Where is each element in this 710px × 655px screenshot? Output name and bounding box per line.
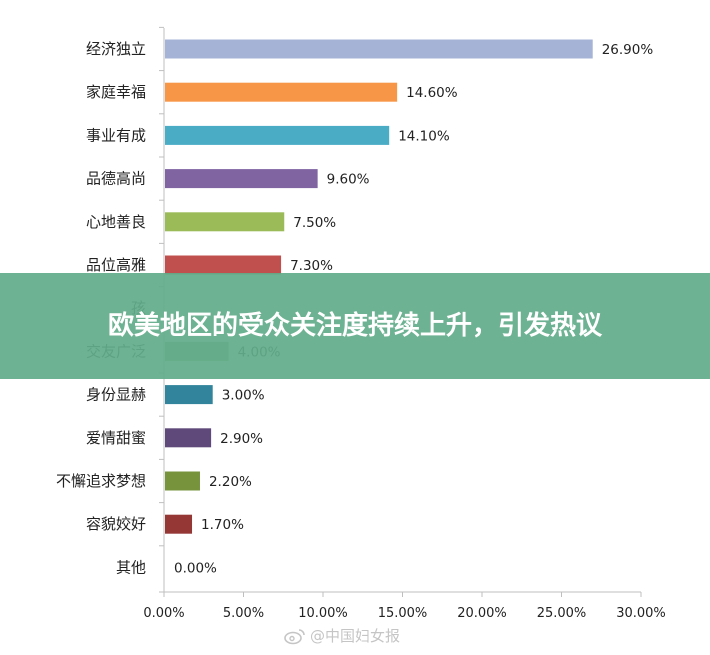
data-label: 1.70% <box>201 517 244 533</box>
x-tick-label: 15.00% <box>378 606 428 621</box>
bar <box>165 385 213 405</box>
category-label: 其他 <box>116 558 146 576</box>
bar <box>165 82 398 102</box>
data-label: 2.90% <box>220 431 263 447</box>
category-label: 品位高雅 <box>86 256 146 274</box>
category-label: 事业有成 <box>86 126 146 144</box>
category-label: 身份显赫 <box>86 386 146 404</box>
data-label: 26.90% <box>602 42 654 58</box>
headline-banner: 欧美地区的受众关注度持续上升，引发热议 <box>0 273 710 379</box>
category-label: 容貌姣好 <box>86 515 146 533</box>
watermark-text: @中国妇女报 <box>310 627 401 645</box>
bar <box>165 212 285 232</box>
data-label: 3.00% <box>222 388 265 404</box>
bar <box>165 39 593 59</box>
bar <box>165 471 200 491</box>
x-tick-label: 10.00% <box>298 606 348 621</box>
bar <box>165 514 193 534</box>
data-label: 2.20% <box>209 474 252 490</box>
x-tick-label: 20.00% <box>457 606 507 621</box>
x-tick-label: 30.00% <box>616 606 666 621</box>
bar <box>165 125 390 145</box>
category-label: 品德高尚 <box>86 170 146 188</box>
watermark: @中国妇女报 <box>284 625 400 646</box>
x-tick-label: 0.00% <box>143 606 184 621</box>
weibo-icon <box>284 628 305 644</box>
bar <box>165 428 212 448</box>
data-label: 0.00% <box>174 560 217 576</box>
category-label: 家庭幸福 <box>86 83 146 101</box>
category-label: 经济独立 <box>86 40 146 58</box>
category-label: 爱情甜蜜 <box>86 429 146 447</box>
data-label: 7.30% <box>290 258 333 274</box>
data-label: 7.50% <box>293 215 336 231</box>
data-label: 14.60% <box>406 85 458 101</box>
bar <box>165 255 282 275</box>
category-label: 不懈追求梦想 <box>56 472 146 490</box>
category-label: 心地善良 <box>86 213 146 231</box>
x-tick-label: 25.00% <box>537 606 587 621</box>
bar <box>165 169 318 189</box>
data-label: 14.10% <box>398 128 450 144</box>
x-tick-label: 5.00% <box>223 606 264 621</box>
data-label: 9.60% <box>327 172 370 188</box>
headline-text: 欧美地区的受众关注度持续上升，引发热议 <box>107 311 602 341</box>
